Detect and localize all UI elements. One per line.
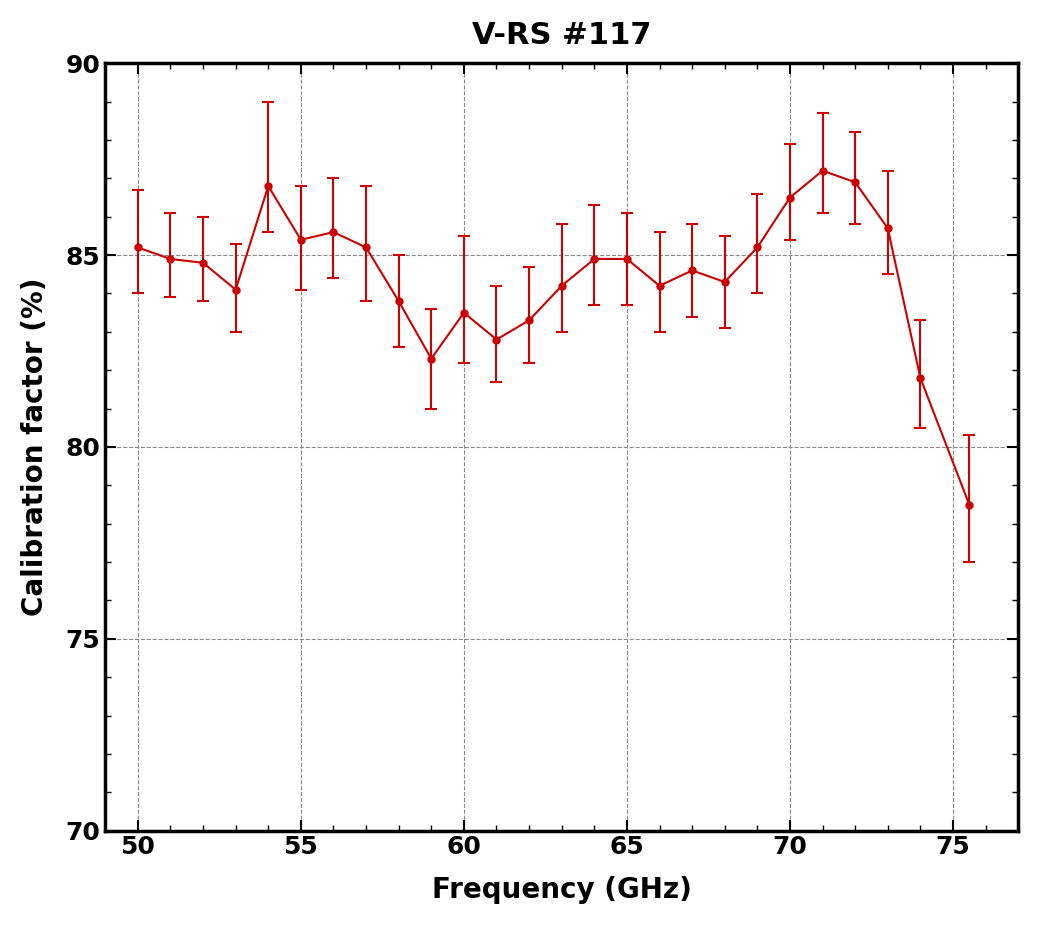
Y-axis label: Calibration factor (%): Calibration factor (%) [21,278,49,616]
X-axis label: Frequency (GHz): Frequency (GHz) [432,876,692,904]
Title: V-RS #117: V-RS #117 [472,21,651,50]
